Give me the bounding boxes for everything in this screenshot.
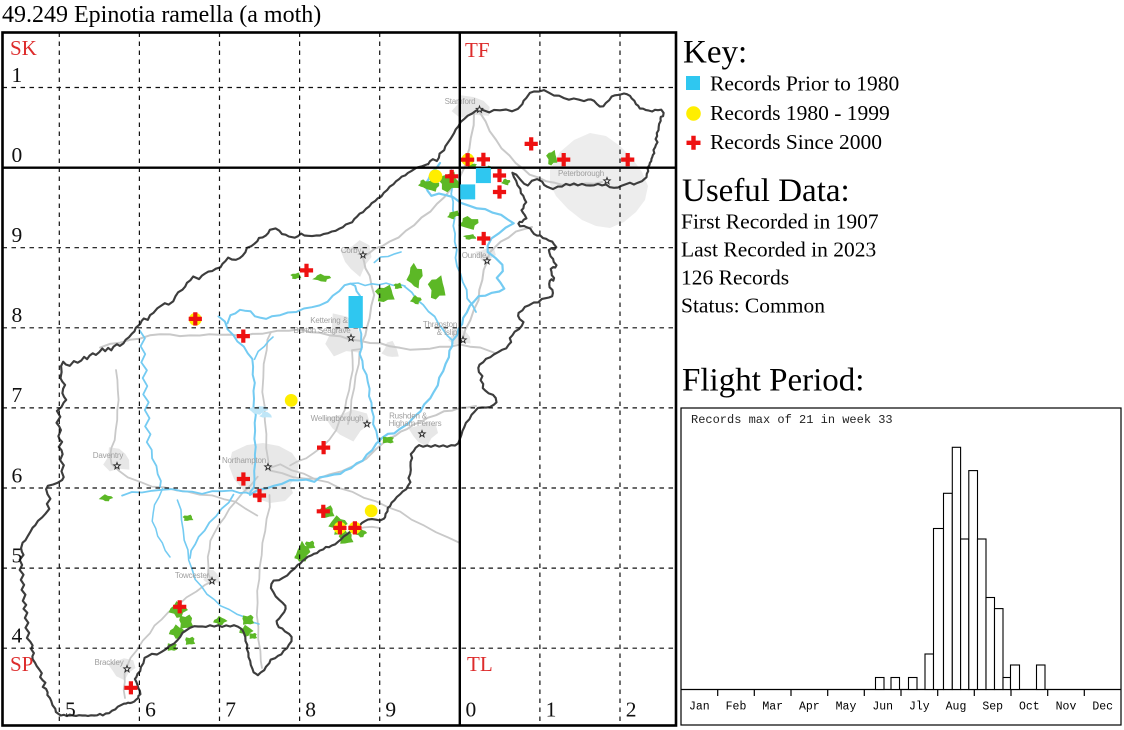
svg-text:Key:: Key: (683, 35, 747, 71)
svg-text:2: 2 (626, 698, 637, 722)
svg-text:Towcester: Towcester (175, 571, 210, 580)
svg-text:Feb: Feb (726, 701, 747, 714)
svg-text:Burton Seagrave: Burton Seagrave (293, 326, 351, 335)
svg-text:Higham Ferrers: Higham Ferrers (389, 419, 442, 428)
svg-text:TF: TF (465, 38, 490, 62)
svg-text:Last Recorded in 2023: Last Recorded in 2023 (681, 238, 876, 262)
svg-text:Northampton: Northampton (222, 456, 266, 465)
svg-text:9: 9 (12, 223, 23, 247)
svg-text:126 Records: 126 Records (681, 266, 789, 290)
svg-text:Aug: Aug (946, 701, 967, 714)
svg-text:Kettering &: Kettering & (310, 316, 348, 325)
svg-text:7: 7 (225, 698, 236, 722)
svg-text:5: 5 (12, 543, 23, 567)
svg-text:Jan: Jan (689, 701, 710, 714)
svg-text:Peterborough: Peterborough (558, 169, 604, 178)
svg-text:4: 4 (12, 624, 23, 648)
svg-text:Useful Data:: Useful Data: (682, 173, 850, 209)
svg-text:Records 1980 - 1999: Records 1980 - 1999 (710, 101, 890, 125)
svg-text:Wellingborough: Wellingborough (311, 414, 364, 423)
svg-text:Flight Period:: Flight Period: (682, 363, 864, 399)
svg-text:TL: TL (467, 652, 493, 676)
svg-text:Oundle: Oundle (462, 251, 487, 260)
svg-text:Daventry: Daventry (93, 451, 124, 460)
svg-text:1: 1 (546, 698, 557, 722)
svg-text:Jly: Jly (909, 701, 930, 714)
svg-text:May: May (836, 701, 857, 714)
svg-text:Corby: Corby (341, 246, 362, 255)
svg-text:8: 8 (12, 303, 23, 327)
svg-text:First Recorded in 1907: First Recorded in 1907 (681, 210, 879, 234)
svg-text:1: 1 (12, 63, 23, 87)
svg-text:Apr: Apr (799, 701, 820, 714)
svg-text:Sep: Sep (982, 701, 1003, 714)
svg-text:Records max of 21 in week 33: Records max of 21 in week 33 (691, 413, 893, 427)
svg-text:Oct: Oct (1019, 701, 1040, 714)
svg-text:6: 6 (12, 463, 23, 487)
svg-text:9: 9 (385, 698, 396, 722)
svg-text:& Islip: & Islip (437, 328, 458, 337)
svg-text:Records Since 2000: Records Since 2000 (710, 130, 882, 154)
svg-text:SK: SK (10, 36, 37, 60)
svg-text:6: 6 (145, 698, 156, 722)
svg-text:0: 0 (466, 698, 477, 722)
svg-text:5: 5 (65, 698, 76, 722)
svg-text:Nov: Nov (1056, 701, 1077, 714)
svg-text:0: 0 (12, 143, 23, 167)
svg-text:Brackley: Brackley (94, 658, 123, 667)
svg-text:Records Prior to 1980: Records Prior to 1980 (710, 72, 899, 96)
svg-text:Status: Common: Status: Common (681, 294, 825, 318)
svg-text:Rushden &: Rushden & (389, 412, 428, 421)
svg-text:Jun: Jun (872, 701, 893, 714)
svg-text:49.249 Epinotia ramella (a mot: 49.249 Epinotia ramella (a moth) (2, 2, 321, 28)
svg-text:SP: SP (10, 652, 33, 676)
svg-text:Dec: Dec (1092, 701, 1113, 714)
svg-text:8: 8 (305, 698, 316, 722)
svg-text:Thrapston: Thrapston (423, 320, 457, 329)
svg-text:7: 7 (12, 383, 23, 407)
svg-text:Mar: Mar (762, 701, 783, 714)
